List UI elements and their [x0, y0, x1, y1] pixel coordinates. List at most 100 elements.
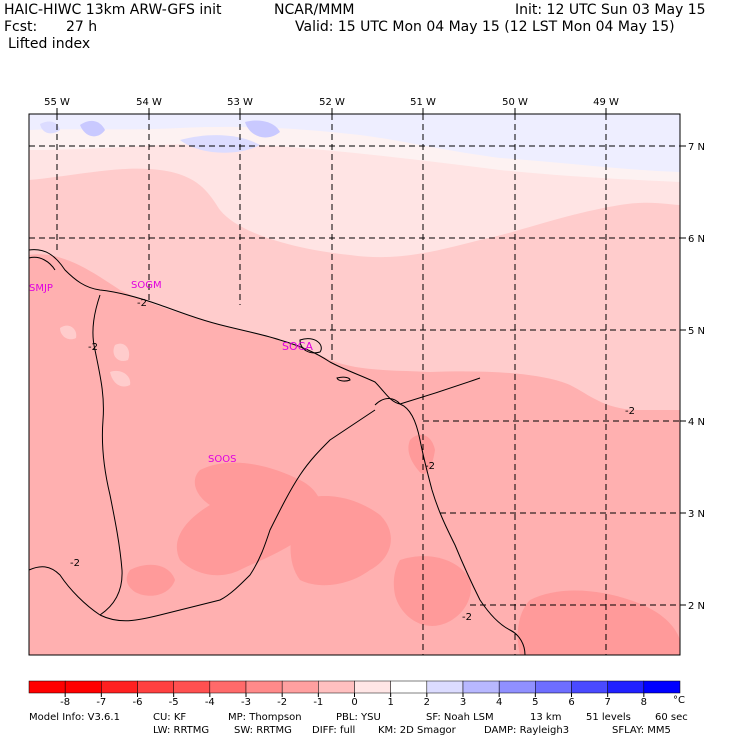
colorbar-tick-label: 4 [496, 697, 502, 708]
colorbar: -8 -7 -6 -5 -4 -3 -2 -1 0 1 2 3 4 5 6 7 8 [28, 680, 681, 708]
colorbar-swatch [354, 680, 391, 694]
blue-cell [40, 121, 60, 134]
lon-label: 55 W [44, 97, 70, 108]
footer-timestep: 60 sec [655, 712, 688, 723]
colorbar-swatch [318, 680, 355, 694]
model-title: HAIC-HIWC 13km ARW-GFS init [4, 2, 222, 18]
colorbar-swatch [209, 680, 247, 694]
field-band-minus-three [517, 590, 680, 655]
station-labels: SMJP SOGM SOCA SOOS [29, 280, 313, 465]
blue-cell [245, 120, 280, 138]
lon-label: 52 W [319, 97, 345, 108]
colorbar-tick-label: -5 [169, 697, 179, 708]
colorbar-swatch [643, 680, 681, 694]
colorbar-swatch [535, 680, 572, 694]
colorbar-tick-label: -2 [277, 697, 287, 708]
colorbar-swatch [245, 680, 283, 694]
contour-label: -2 [425, 461, 435, 472]
colorbar-tick-label: 7 [604, 697, 610, 708]
colorbar-swatch [571, 680, 608, 694]
colorbar-swatch [607, 680, 645, 694]
colorbar-tick-label: 5 [532, 697, 538, 708]
footer-sf: SF: Noah LSM [426, 712, 494, 723]
light-pocket [113, 343, 130, 361]
footer-damp: DAMP: Rayleigh3 [484, 725, 570, 736]
lat-label: 4 N [688, 417, 705, 428]
colorbar-tick-label: -6 [133, 697, 143, 708]
light-pocket [110, 370, 131, 387]
footer-cu: CU: KF [153, 712, 187, 723]
island-outline [299, 338, 322, 354]
colorbar-swatch [64, 680, 102, 694]
coastlines-and-borders [28, 249, 526, 656]
forecast-hour: 27 h [66, 19, 98, 35]
latitude-labels: 7 N 6 N 5 N 4 N 3 N 2 N [688, 142, 705, 612]
border [28, 566, 101, 616]
footer-lw: LW: RRTMG [153, 725, 210, 736]
colorbar-unit: °C [673, 695, 685, 706]
graticule [29, 114, 680, 655]
field-band-minus-three [290, 495, 391, 586]
colorbar-swatch [390, 680, 428, 694]
border [92, 294, 123, 616]
field-name: Lifted index [8, 36, 91, 52]
field-band-minus-three [408, 434, 435, 474]
colorbar-swatch [137, 680, 174, 694]
colorbar-tick-label: 1 [387, 697, 393, 708]
colorbar-swatch [426, 680, 464, 694]
lon-label: 54 W [136, 97, 162, 108]
station-smjp: SMJP [29, 283, 53, 294]
field-band-minus-three [176, 462, 321, 576]
colorbar-tick-label: -8 [60, 697, 70, 708]
lon-label: 53 W [227, 97, 253, 108]
contour-label: -2 [88, 342, 98, 353]
field-band-minus-three [126, 564, 175, 596]
lat-label: 7 N [688, 142, 705, 153]
colorbar-tick-label: 8 [641, 697, 647, 708]
colorbar-swatch [28, 680, 66, 694]
footer-model-info: Model Info: V3.6.1 [29, 712, 120, 723]
colorbar-swatch [173, 680, 211, 694]
footer-km: KM: 2D Smagor [378, 725, 456, 736]
border [399, 377, 481, 405]
island-outline [336, 376, 351, 382]
organization-label: NCAR/MMM [274, 2, 355, 18]
footer-sw: SW: RRTMG [234, 725, 292, 736]
colorbar-swatch [281, 680, 319, 694]
colorbar-swatch [462, 680, 500, 694]
contour-label: -2 [137, 298, 147, 309]
colorbar-tick-label: 0 [351, 697, 357, 708]
coastline [374, 398, 401, 406]
lat-label: 6 N [688, 234, 705, 245]
footer-mp: MP: Thompson [228, 712, 302, 723]
field-band-minus-three [393, 556, 471, 626]
colorbar-tick-label: -3 [241, 697, 251, 708]
colorbar-tick-label: 2 [424, 697, 430, 708]
footer-pbl: PBL: YSU [336, 712, 381, 723]
coastline [28, 249, 526, 656]
colorbar-tick-label: -7 [96, 697, 106, 708]
light-pocket [60, 325, 77, 340]
lat-label: 3 N [688, 509, 705, 520]
station-soos: SOOS [208, 454, 236, 465]
station-soca: SOCA [282, 340, 313, 353]
lon-label: 51 W [410, 97, 436, 108]
station-sogm: SOGM [131, 280, 162, 291]
colorbar-tick-label: -4 [205, 697, 215, 708]
colorbar-tick-label: -1 [313, 697, 323, 708]
map-frame [28, 113, 681, 656]
lon-label: 50 W [502, 97, 528, 108]
longitude-labels: 55 W 54 W 53 W 52 W 51 W 50 W 49 W [44, 97, 619, 108]
colorbar-tick-label: 3 [460, 697, 466, 708]
forecast-label: Fcst: [4, 19, 38, 35]
contour-label: -2 [625, 406, 635, 417]
field-band-positive [29, 114, 680, 172]
colorbar-swatch [101, 680, 138, 694]
colorbar-swatch [498, 680, 536, 694]
contour-labels: -2 -2 -2 -2 -2 -2 [70, 298, 635, 623]
contour-label: -2 [70, 558, 80, 569]
contour-label: -2 [462, 612, 472, 623]
footer-levels: 51 levels [586, 712, 631, 723]
valid-time: Valid: 15 UTC Mon 04 May 15 (12 LST Mon … [295, 19, 675, 35]
